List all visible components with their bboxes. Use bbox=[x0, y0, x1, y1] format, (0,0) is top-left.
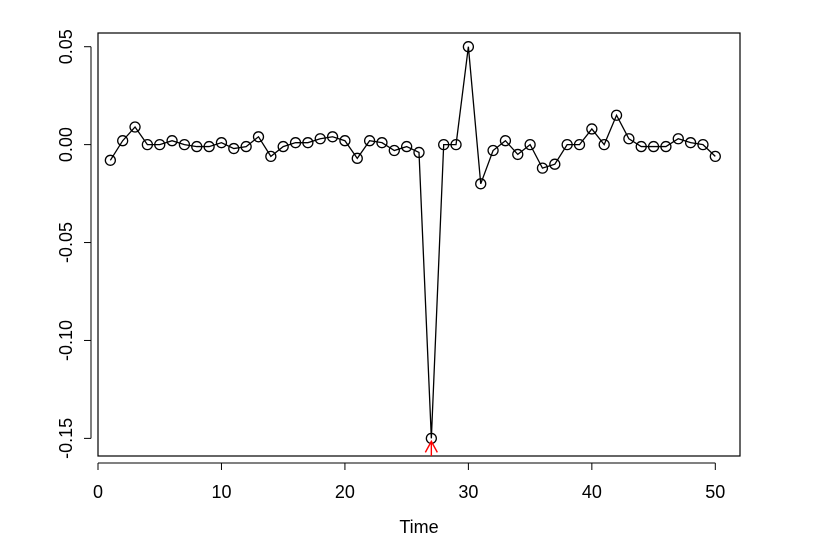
data-point bbox=[697, 138, 709, 151]
data-point bbox=[684, 137, 697, 149]
data-point bbox=[203, 140, 215, 153]
data-point bbox=[672, 133, 684, 145]
data-point bbox=[265, 150, 277, 163]
data-point bbox=[277, 140, 289, 153]
data-point bbox=[252, 131, 265, 143]
data-point bbox=[586, 123, 598, 135]
data-point bbox=[524, 138, 536, 151]
data-point bbox=[450, 138, 462, 151]
data-point bbox=[289, 137, 302, 149]
data-point bbox=[351, 152, 363, 164]
data-point bbox=[709, 150, 721, 163]
data-point bbox=[302, 137, 314, 149]
data-point bbox=[660, 140, 672, 153]
data-point bbox=[623, 133, 635, 145]
data-point bbox=[314, 133, 326, 145]
data-point bbox=[141, 138, 154, 151]
data-point bbox=[635, 140, 647, 153]
y-tick-label: 0.05 bbox=[56, 29, 76, 64]
data-point bbox=[475, 178, 487, 190]
series-layer bbox=[104, 41, 721, 445]
data-point bbox=[228, 142, 240, 155]
data-point bbox=[598, 138, 610, 151]
annotation-layer bbox=[424, 439, 438, 456]
data-point bbox=[178, 138, 191, 151]
data-point bbox=[401, 140, 413, 153]
data-point bbox=[240, 140, 252, 153]
y-tick-label: -0.10 bbox=[56, 320, 76, 361]
x-tick-label: 0 bbox=[93, 482, 103, 502]
data-point bbox=[326, 131, 339, 143]
data-point bbox=[215, 137, 228, 149]
data-point bbox=[549, 158, 561, 170]
x-tick-label: 20 bbox=[335, 482, 355, 502]
data-point bbox=[413, 146, 425, 159]
data-point bbox=[499, 135, 512, 147]
x-axis-title: Time bbox=[399, 517, 438, 537]
x-tick-label: 30 bbox=[458, 482, 478, 502]
data-point bbox=[487, 144, 499, 157]
y-tick-label: 0.00 bbox=[56, 127, 76, 162]
plot-frame bbox=[97, 32, 741, 457]
data-point bbox=[117, 135, 129, 147]
y-axis: 0.05 0.00 -0.05 -0.10 -0.15 bbox=[56, 29, 92, 459]
arrow-head bbox=[424, 439, 438, 453]
data-point bbox=[339, 135, 351, 147]
data-point bbox=[154, 138, 166, 151]
data-point bbox=[376, 137, 388, 149]
x-tick-label: 10 bbox=[211, 482, 231, 502]
data-point bbox=[388, 144, 400, 157]
data-point bbox=[104, 154, 116, 166]
data-point bbox=[512, 148, 524, 161]
data-point bbox=[166, 135, 178, 147]
data-point bbox=[191, 140, 203, 153]
y-tick-label: -0.15 bbox=[56, 418, 76, 459]
data-point bbox=[536, 162, 549, 174]
data-point bbox=[561, 138, 573, 151]
x-axis: 0 10 20 30 40 50 bbox=[93, 462, 725, 502]
data-point bbox=[573, 138, 586, 151]
data-point bbox=[129, 121, 141, 133]
data-point bbox=[438, 138, 450, 151]
data-point bbox=[363, 135, 376, 147]
series-line bbox=[109, 46, 716, 439]
x-tick-label: 50 bbox=[705, 482, 725, 502]
y-tick-label: -0.05 bbox=[56, 222, 76, 263]
x-tick-label: 40 bbox=[582, 482, 602, 502]
data-point bbox=[610, 109, 623, 121]
data-point bbox=[647, 140, 660, 153]
data-point bbox=[462, 41, 475, 53]
